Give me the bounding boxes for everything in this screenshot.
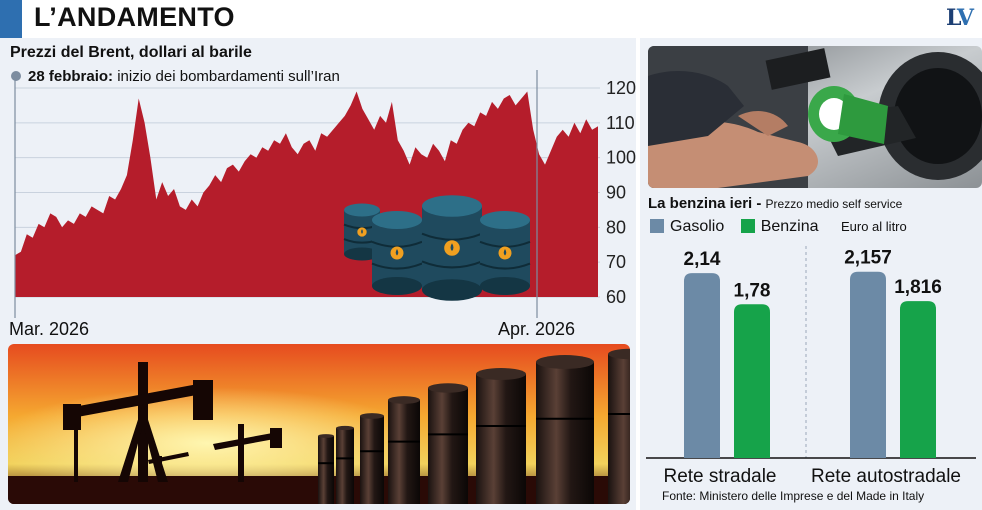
- group-label-autostradale: Rete autostradale: [811, 466, 961, 487]
- y-tick-label: 110: [606, 113, 635, 133]
- oil-drums-silhouette: [318, 348, 630, 504]
- bar-benzina-stradale: [734, 304, 770, 458]
- y-axis-ticks: 60 70 80 90 100 110 120: [606, 78, 636, 307]
- barrels-illustration: [343, 195, 531, 301]
- panel-divider: [636, 38, 640, 510]
- barrel-icon: [371, 211, 423, 295]
- brent-chart: 60 70 80 90 100 110 120 Mar. 2026 Apr. 2026: [9, 70, 636, 339]
- oil-field-photo: [8, 344, 630, 504]
- bar-gasolio-stradale: [684, 273, 720, 458]
- y-tick-label: 120: [606, 78, 636, 98]
- page-title: L’ANDAMENTO: [34, 2, 235, 32]
- brent-chart-title: Prezzi del Brent, dollari al barile: [10, 44, 252, 61]
- brent-annotation: 28 febbraio: inizio dei bombardamenti su…: [28, 68, 340, 85]
- header-bar: L’ANDAMENTO LV: [0, 0, 982, 38]
- unit-label: Euro al litro: [840, 219, 907, 234]
- legend-label-benzina: Benzina: [760, 218, 819, 235]
- legend-swatch-benzina: [740, 219, 755, 233]
- annotation-date: 28 febbraio:: [28, 68, 114, 85]
- fuel-legend: Gasolio Benzina Euro al litro: [650, 218, 907, 238]
- group-label-stradale: Rete stradale: [663, 466, 776, 487]
- annotation-text: inizio dei bombardamenti sull’Iran: [117, 68, 340, 85]
- fuel-subtitle: Prezzo medio self service: [765, 197, 903, 211]
- y-tick-label: 70: [606, 252, 626, 272]
- bar-gasolio-autostradale: [850, 271, 886, 458]
- y-tick-label: 100: [606, 148, 636, 168]
- legend-swatch-gasolio: [650, 219, 664, 233]
- bar-value-label: 2,14: [684, 249, 721, 270]
- fuel-title-main: La benzina ieri: [648, 195, 753, 212]
- header-accent-mark: [0, 0, 22, 38]
- fuel-chart-title: La benzina ieri - Prezzo medio self serv…: [648, 195, 903, 212]
- x-label-apr: Apr. 2026: [498, 319, 575, 339]
- source-note: Fonte: Ministero delle Imprese e del Mad…: [662, 489, 925, 503]
- barrel-icon: [479, 211, 531, 295]
- bar-benzina-autostradale: [900, 301, 936, 458]
- newspaper-logo: LV: [946, 5, 974, 31]
- fuel-pump-photo: [648, 46, 982, 188]
- legend-label-gasolio: Gasolio: [670, 218, 725, 235]
- bar-value-label: 1,78: [734, 280, 771, 301]
- annotation-dot: [11, 71, 21, 81]
- barrel-icon: [421, 195, 483, 301]
- bar-value-label: 2,157: [844, 248, 892, 269]
- x-label-mar: Mar. 2026: [9, 319, 89, 339]
- bar-value-label: 1,816: [894, 277, 942, 298]
- y-tick-label: 80: [606, 217, 626, 237]
- y-tick-label: 60: [606, 287, 626, 307]
- y-tick-label: 90: [606, 183, 626, 203]
